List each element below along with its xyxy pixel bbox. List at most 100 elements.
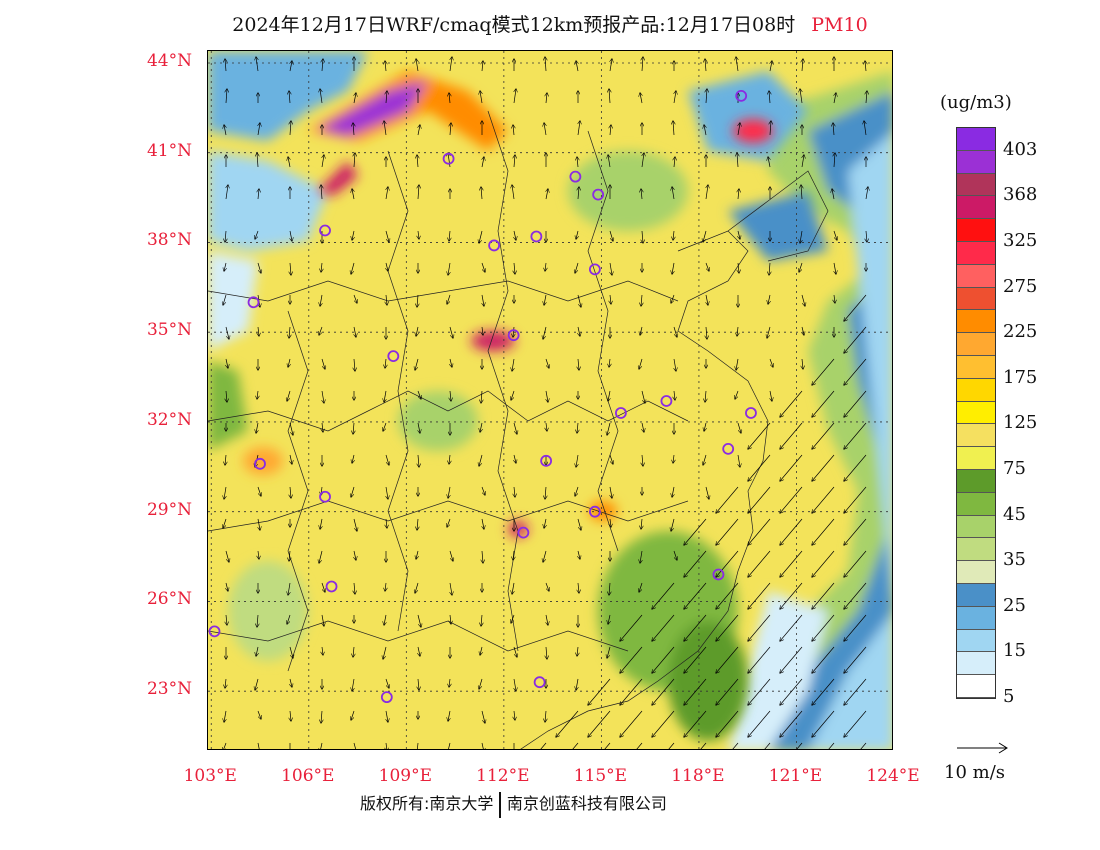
color-bar-segment bbox=[957, 583, 995, 607]
wind-vector bbox=[674, 390, 675, 400]
ocean-area bbox=[728, 71, 892, 749]
wind-vector bbox=[780, 550, 803, 577]
wind-vector bbox=[257, 486, 261, 496]
wind-vector bbox=[513, 422, 517, 434]
wind-vector bbox=[224, 125, 226, 136]
wind-vector bbox=[864, 121, 866, 136]
wind-vector bbox=[257, 153, 258, 168]
wind-vector bbox=[780, 390, 803, 417]
wind-vector bbox=[607, 646, 611, 658]
color-bar-segment bbox=[957, 196, 995, 220]
wind-vector bbox=[354, 93, 356, 104]
wind-vector bbox=[481, 262, 485, 272]
wind-vector bbox=[545, 57, 546, 72]
wind-vector bbox=[780, 518, 803, 545]
wind-vector bbox=[578, 326, 580, 336]
wind-vector bbox=[482, 518, 484, 529]
wind-vector bbox=[448, 742, 451, 749]
wind-vector bbox=[226, 614, 227, 625]
wind-vector bbox=[450, 123, 451, 136]
wind-vector bbox=[256, 646, 258, 656]
wind-vector bbox=[384, 390, 386, 402]
wind-vector bbox=[672, 187, 674, 200]
wind-vector bbox=[705, 262, 709, 271]
wind-vector bbox=[448, 710, 450, 721]
wind-vector bbox=[514, 678, 516, 691]
wind-vector bbox=[716, 614, 739, 641]
station-marker bbox=[712, 568, 725, 581]
wind-vector bbox=[641, 390, 645, 403]
legend-unit: (ug/m3) bbox=[940, 92, 1012, 113]
longitude-label: 115°E bbox=[573, 766, 628, 786]
station-marker bbox=[588, 505, 601, 518]
wind-vector bbox=[652, 678, 675, 705]
wind-vector bbox=[546, 93, 547, 104]
wind-vector bbox=[833, 230, 837, 240]
wind-vector bbox=[767, 326, 771, 338]
wind-vector bbox=[415, 358, 419, 370]
wind-vector bbox=[844, 326, 867, 353]
wind-vector bbox=[770, 61, 772, 72]
wind-vector bbox=[385, 358, 386, 368]
wind-vector bbox=[866, 187, 868, 200]
wind-vector bbox=[480, 91, 482, 104]
wind-vector bbox=[289, 422, 293, 435]
wind-vector bbox=[225, 678, 226, 688]
wind-vector bbox=[320, 742, 322, 749]
wind-vector bbox=[540, 742, 547, 749]
wind-vector bbox=[386, 262, 388, 271]
longitude-label: 103°E bbox=[183, 766, 237, 786]
wind-vector bbox=[384, 614, 386, 625]
map-panel[interactable] bbox=[207, 50, 893, 750]
wind-vector bbox=[812, 550, 835, 577]
wind-vector bbox=[748, 486, 771, 513]
wind-vector bbox=[546, 422, 547, 431]
wind-vector bbox=[748, 582, 771, 609]
color-bar-segment bbox=[957, 128, 995, 151]
wind-vector bbox=[716, 486, 739, 513]
wind-vector bbox=[482, 742, 484, 749]
wind-vector bbox=[449, 230, 450, 241]
color-bar-label: 403 bbox=[1003, 138, 1038, 160]
wind-vector bbox=[812, 390, 835, 417]
wind-vector bbox=[800, 230, 802, 243]
wind-vector bbox=[608, 155, 610, 168]
wind-vector bbox=[225, 550, 229, 562]
copyright-owner-2: 南京创蓝科技有限公司 bbox=[506, 794, 667, 813]
station-marker bbox=[319, 224, 331, 237]
wind-vector bbox=[620, 678, 643, 705]
latitude-label: 32°N bbox=[146, 409, 192, 430]
wind-vector bbox=[576, 678, 578, 690]
wind-vector bbox=[513, 326, 514, 337]
wind-vector bbox=[255, 678, 259, 690]
wind-vector bbox=[866, 230, 867, 242]
wind-vector bbox=[545, 582, 549, 591]
station-marker bbox=[540, 454, 553, 467]
wind-vector bbox=[572, 742, 579, 749]
wind-vector bbox=[738, 230, 740, 239]
wind-vector bbox=[684, 550, 707, 577]
wind-vector bbox=[448, 153, 450, 168]
wind-vector bbox=[716, 678, 739, 705]
wind-vector bbox=[544, 294, 546, 305]
wind-vector bbox=[768, 157, 770, 168]
wind-vector bbox=[639, 582, 643, 592]
boundaries bbox=[208, 110, 829, 749]
wind-vector bbox=[513, 646, 517, 657]
color-bar-segment bbox=[957, 606, 995, 630]
wind-vector bbox=[417, 155, 418, 168]
wind-vector bbox=[844, 422, 867, 449]
wind-vector bbox=[748, 422, 771, 449]
wind-vector bbox=[780, 422, 803, 449]
wind-vector bbox=[770, 390, 772, 401]
wind-vector bbox=[604, 742, 611, 749]
wind-vector bbox=[577, 422, 578, 433]
wind-vector bbox=[417, 742, 419, 749]
wind-vector bbox=[479, 678, 483, 689]
wind-vector bbox=[780, 646, 803, 673]
wind-vector bbox=[481, 187, 482, 200]
wind-vector bbox=[738, 189, 739, 200]
latitude-label: 35°N bbox=[146, 320, 192, 341]
wind-vector bbox=[844, 518, 867, 545]
station-marker bbox=[592, 188, 605, 201]
